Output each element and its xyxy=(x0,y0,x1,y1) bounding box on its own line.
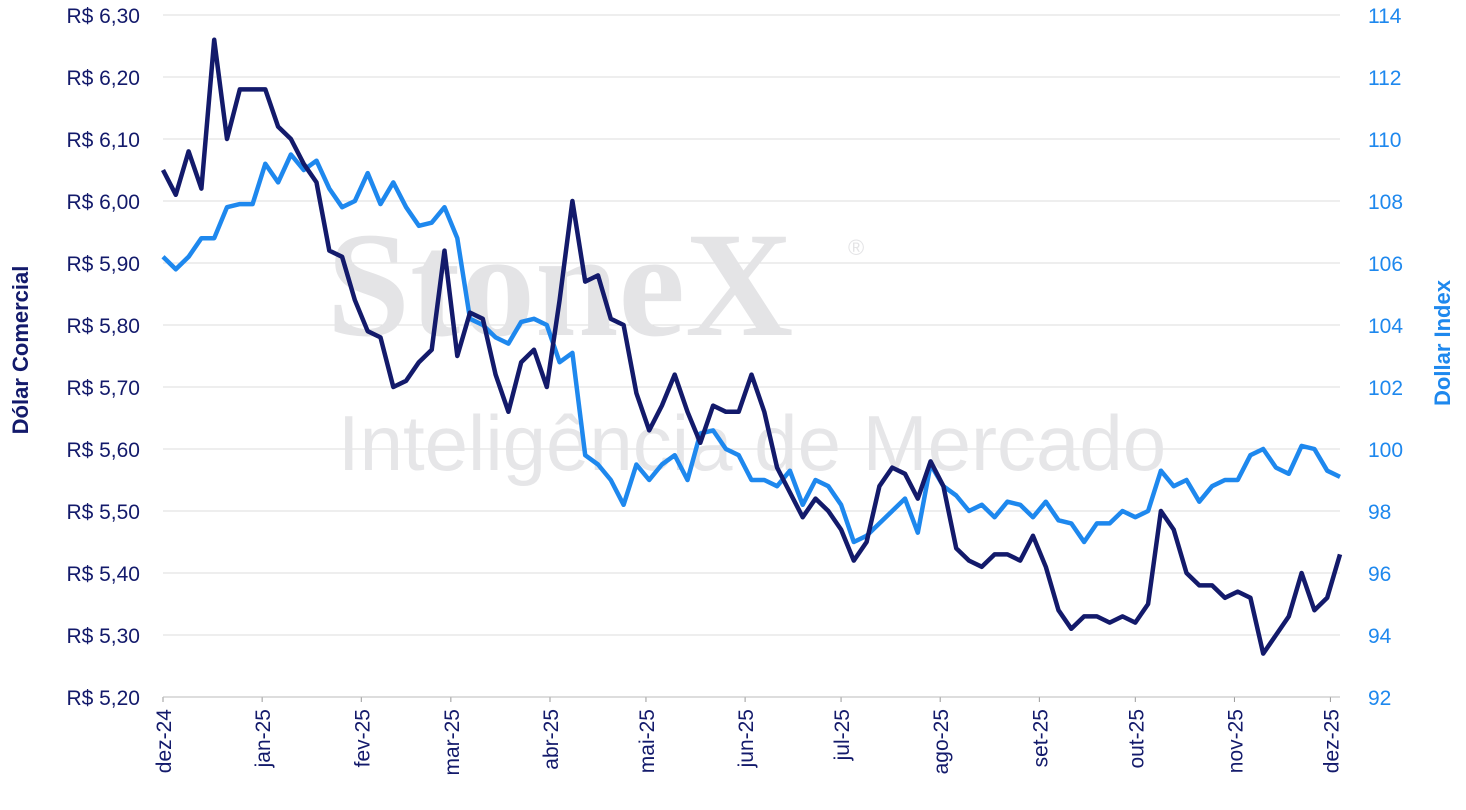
y2-tick-label: 96 xyxy=(1368,563,1391,586)
y-tick-label: R$ 5,70 xyxy=(66,377,140,400)
y-tick-label: R$ 6,00 xyxy=(66,191,140,214)
x-tick-label: out-25 xyxy=(1125,709,1148,769)
y-tick-label: R$ 5,20 xyxy=(66,687,140,710)
y2-tick-label: 106 xyxy=(1368,253,1403,276)
x-tick-label: nov-25 xyxy=(1224,709,1247,773)
x-tick-label: fev-25 xyxy=(351,709,374,767)
series-line xyxy=(161,152,1341,545)
y2-tick-label: 114 xyxy=(1368,5,1402,28)
y2-tick-label: 94 xyxy=(1368,625,1392,648)
x-tick-label: mai-25 xyxy=(636,709,659,773)
x-tick-label: dez-24 xyxy=(153,709,176,774)
x-tick-label: ago-25 xyxy=(930,709,953,774)
y2-tick-label: 112 xyxy=(1368,67,1401,90)
y-tick-label: R$ 5,80 xyxy=(66,315,140,338)
x-tick-label: dez-25 xyxy=(1320,709,1343,773)
y-tick-label: R$ 6,20 xyxy=(66,67,140,90)
y2-tick-label: 110 xyxy=(1368,129,1401,152)
y-axis-label: Dólar Comercial xyxy=(8,266,33,435)
y-tick-label: R$ 5,90 xyxy=(66,253,140,276)
y-tick-label: R$ 5,40 xyxy=(66,563,140,586)
watermark-tagline: Inteligência de Mercado xyxy=(338,399,1166,487)
x-tick-label: jan-25 xyxy=(252,709,275,768)
y2-tick-label: 100 xyxy=(1368,439,1403,462)
y-tick-label: R$ 5,60 xyxy=(66,439,140,462)
watermark-mark: ® xyxy=(848,235,864,260)
series-line xyxy=(161,37,1343,656)
y2-tick-label: 102 xyxy=(1368,377,1403,400)
y2-tick-label: 108 xyxy=(1368,191,1403,214)
y2-axis-label: Dollar Index xyxy=(1430,279,1455,406)
x-tick-label: set-25 xyxy=(1029,709,1052,767)
y-tick-label: R$ 6,10 xyxy=(66,129,140,152)
x-tick-label: jul-25 xyxy=(831,709,854,761)
y-tick-label: R$ 5,30 xyxy=(66,625,140,648)
y2-tick-label: 104 xyxy=(1368,315,1403,338)
y-tick-label: R$ 5,50 xyxy=(66,501,140,524)
y-tick-label: R$ 6,30 xyxy=(66,5,140,28)
x-tick-label: jun-25 xyxy=(735,709,758,768)
x-tick-label: mar-25 xyxy=(441,709,464,776)
y2-tick-label: 92 xyxy=(1368,687,1391,710)
x-tick-label: abr-25 xyxy=(540,709,563,770)
y2-tick-label: 98 xyxy=(1368,501,1391,524)
